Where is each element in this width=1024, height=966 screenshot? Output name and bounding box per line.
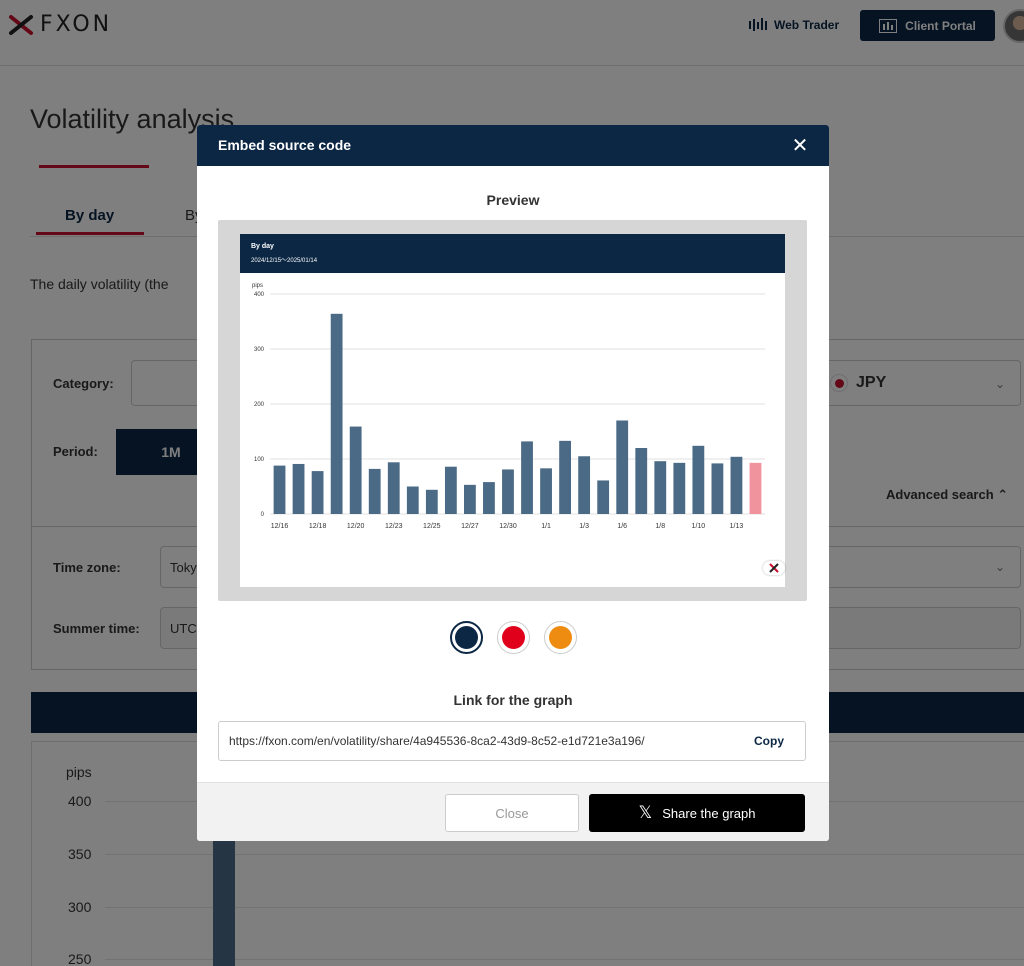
chart-bar (559, 440, 571, 514)
link-url[interactable]: https://fxon.com/en/volatility/share/4a9… (229, 734, 645, 748)
x-tick-label: 12/20 (347, 523, 365, 530)
close-icon[interactable]: ✕ (791, 134, 809, 157)
x-tick-label: 12/18 (309, 523, 327, 530)
chart-bar (349, 426, 362, 514)
x-tick-label: 12/16 (271, 523, 289, 530)
chart-bar (464, 484, 476, 514)
preview-frame: By day 2024/12/15〜2025/01/14 pips 0 100 200… (218, 220, 807, 601)
y-tick-label: 300 (254, 347, 265, 353)
y-unit-label: pips (252, 283, 263, 289)
chart-bar (749, 462, 762, 514)
chart-bar (425, 489, 438, 514)
swatch-red-dot (501, 626, 525, 649)
y-tick-label: 400 (254, 292, 265, 298)
link-field[interactable]: https://fxon.com/en/volatility/share/4a9… (218, 721, 806, 761)
copy-button[interactable]: Copy (754, 734, 784, 748)
chart-bar (654, 461, 667, 514)
chart-bar (292, 463, 305, 514)
y-tick-label: 200 (254, 402, 265, 408)
swatch-orange[interactable] (543, 621, 577, 654)
chart-bar (502, 469, 514, 514)
chart-bar (616, 420, 629, 514)
x-logo-icon: 𝕏 (638, 803, 653, 822)
modal-footer: Close 𝕏 Share the graph (197, 782, 829, 841)
close-button[interactable]: Close (445, 794, 579, 832)
x-tick-label: 12/25 (423, 523, 441, 530)
preview-card-range: 2024/12/15〜2025/01/14 (251, 258, 318, 264)
x-tick-label: 12/23 (385, 523, 403, 530)
chart-bar (311, 471, 324, 514)
chart-bar (444, 466, 457, 514)
x-tick-label: 1/13 (730, 523, 744, 530)
swatch-navy[interactable] (449, 621, 483, 654)
swatch-red[interactable] (496, 621, 530, 654)
x-tick-label: 1/6 (617, 523, 627, 530)
chart-bar (406, 486, 419, 514)
x-tick-label: 1/10 (692, 523, 706, 530)
y-tick-label: 100 (254, 457, 265, 463)
x-tick-label: 12/27 (461, 523, 479, 530)
x-tick-label: 1/1 (541, 523, 551, 530)
fxon-small-logo-icon (763, 561, 785, 575)
chart-bar (578, 456, 591, 514)
preview-card-title: By day (251, 243, 274, 250)
chart-bar (387, 462, 400, 514)
chart-bar (483, 482, 495, 514)
modal-title: Embed source code (218, 137, 352, 153)
x-tick-label: 1/8 (655, 523, 665, 530)
y-tick-label: 0 (261, 512, 265, 518)
chart-bar (673, 462, 686, 514)
link-label: Link for the graph (453, 692, 573, 708)
preview-label: Preview (486, 192, 540, 208)
modal-header: Embed source code ✕ (197, 125, 829, 166)
chart-bar (711, 463, 724, 514)
embed-modal: Embed source code ✕ Preview By day 2024/… (197, 125, 829, 841)
color-swatches (197, 621, 829, 654)
chart-bar (273, 465, 286, 514)
preview-card-header: By day 2024/12/15〜2025/01/14 (240, 234, 785, 273)
swatch-orange-dot (548, 626, 572, 649)
share-graph-label: Share the graph (662, 805, 756, 821)
x-tick-label: 12/30 (499, 523, 517, 530)
chart-bar (635, 448, 648, 514)
chart-bar (597, 480, 610, 514)
chart-bar (730, 456, 743, 514)
chart-bar (368, 468, 381, 514)
x-tick-label: 1/3 (579, 523, 589, 530)
preview-bar-chart: pips 0 100 200 300 400 12/16 12/18 12/20 12/23 12/… (252, 283, 765, 530)
preview-card: By day 2024/12/15〜2025/01/14 pips 0 100 200… (240, 234, 785, 587)
chart-bar (540, 468, 552, 514)
chart-bar (521, 441, 533, 514)
chart-bar (692, 445, 705, 514)
chart-bar (330, 313, 343, 514)
share-graph-button[interactable]: 𝕏 Share the graph (589, 794, 805, 832)
swatch-navy-dot (454, 626, 478, 649)
